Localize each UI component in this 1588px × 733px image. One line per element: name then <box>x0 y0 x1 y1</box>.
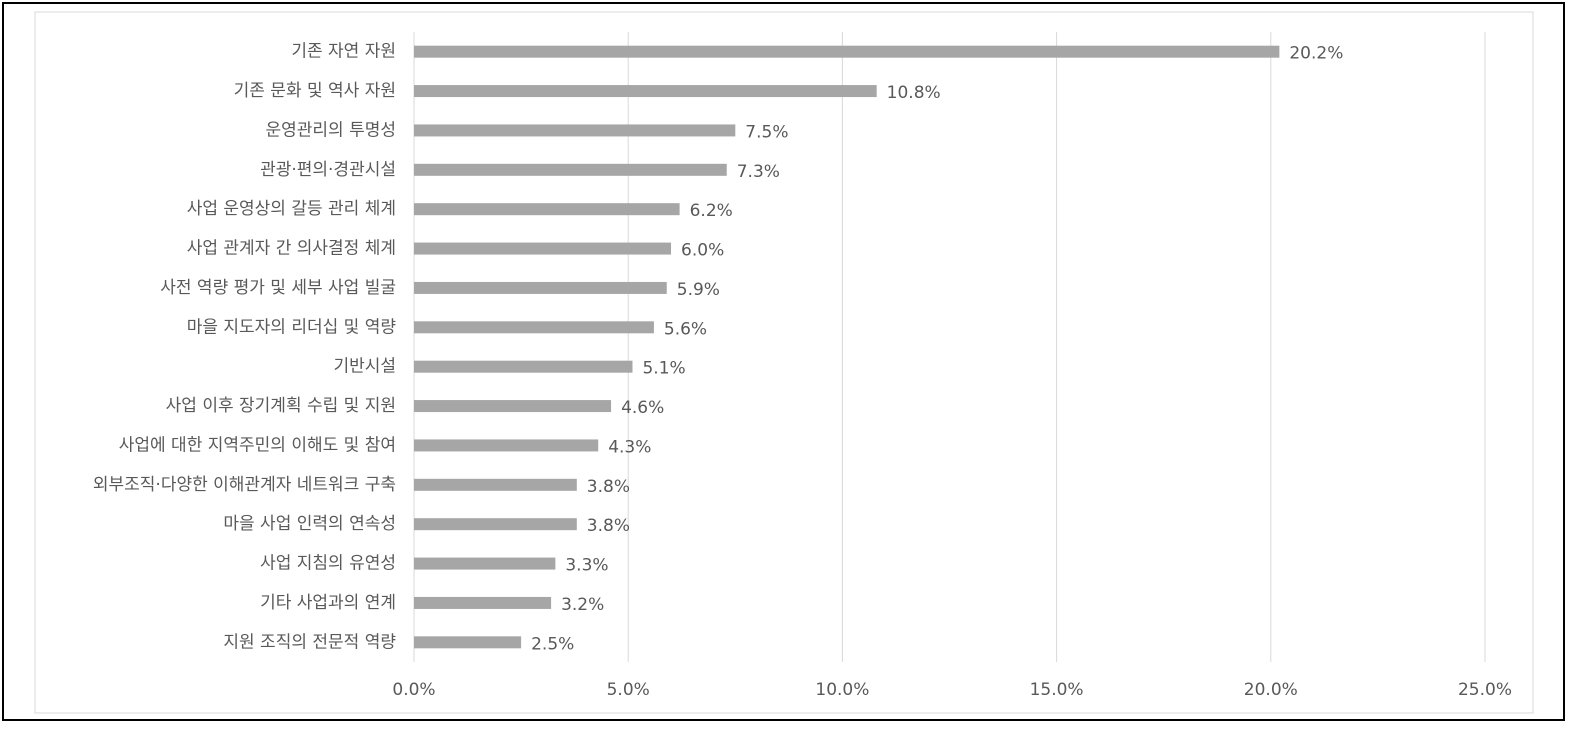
y-tick-label: 외부조직·다양한 이해관계자 네트워크 구축 <box>93 475 396 495</box>
y-tick-label: 기존 자연 자원 <box>291 42 396 62</box>
value-label: 4.3% <box>608 437 651 457</box>
value-label: 3.8% <box>587 477 630 497</box>
y-tick-label: 사업 지침의 유연성 <box>260 554 396 574</box>
value-label: 6.0% <box>681 241 724 261</box>
bar <box>414 439 599 452</box>
x-tick-label: 10.0% <box>815 680 869 700</box>
x-tick-label: 25.0% <box>1458 680 1512 700</box>
y-tick-label: 사업에 대한 지역주민의 이해도 및 참여 <box>119 435 396 455</box>
outer-border <box>2 2 1565 721</box>
bar <box>414 203 680 216</box>
value-label: 3.8% <box>587 516 630 536</box>
y-tick-label: 사업 운영상의 갈등 관리 체계 <box>187 199 396 219</box>
bar <box>414 242 672 255</box>
bar <box>414 163 727 176</box>
y-tick-label: 기타 사업과의 연계 <box>260 593 396 613</box>
bar <box>414 478 577 491</box>
y-tick-label: 관광·편의·경관시설 <box>260 160 396 180</box>
x-tick-label: 15.0% <box>1030 680 1084 700</box>
y-tick-label: 기반시설 <box>333 357 396 377</box>
plot-border <box>34 11 1534 714</box>
bar <box>414 85 877 98</box>
value-label: 4.6% <box>621 398 664 418</box>
x-tick-label: 20.0% <box>1244 680 1298 700</box>
value-label: 20.2% <box>1289 44 1343 64</box>
value-label: 7.3% <box>737 162 780 182</box>
bar <box>414 321 654 334</box>
bar <box>414 596 552 609</box>
value-label: 3.2% <box>561 595 604 615</box>
y-tick-label: 사업 이후 장기계획 수립 및 지원 <box>166 396 396 416</box>
bar <box>414 124 736 137</box>
y-tick-label: 기존 문화 및 역사 자원 <box>234 81 396 101</box>
y-tick-label: 지원 조직의 전문적 역량 <box>223 632 396 652</box>
value-label: 7.5% <box>745 122 788 142</box>
value-label: 5.9% <box>677 280 720 300</box>
value-label: 10.8% <box>887 83 941 103</box>
value-label: 3.3% <box>565 556 608 576</box>
value-label: 5.6% <box>664 319 707 339</box>
value-label: 2.5% <box>531 634 574 654</box>
y-tick-label: 마을 지도자의 리더십 및 역량 <box>187 317 397 337</box>
bar <box>414 281 667 294</box>
bar <box>414 400 612 413</box>
bar <box>414 360 633 373</box>
bar <box>414 557 556 570</box>
bar <box>414 636 522 649</box>
value-label: 6.2% <box>690 201 733 221</box>
y-tick-label: 운영관리의 투명성 <box>265 120 396 140</box>
bar <box>414 518 577 531</box>
y-tick-label: 사전 역량 평가 및 세부 사업 빌굴 <box>160 278 396 298</box>
y-tick-label: 마을 사업 인력의 연속성 <box>223 514 396 534</box>
x-tick-label: 0.0% <box>392 680 435 700</box>
value-label: 5.1% <box>642 359 685 379</box>
x-tick-label: 5.0% <box>607 680 650 700</box>
bar <box>414 45 1280 58</box>
y-tick-label: 사업 관계자 간 의사결정 체계 <box>187 239 396 259</box>
